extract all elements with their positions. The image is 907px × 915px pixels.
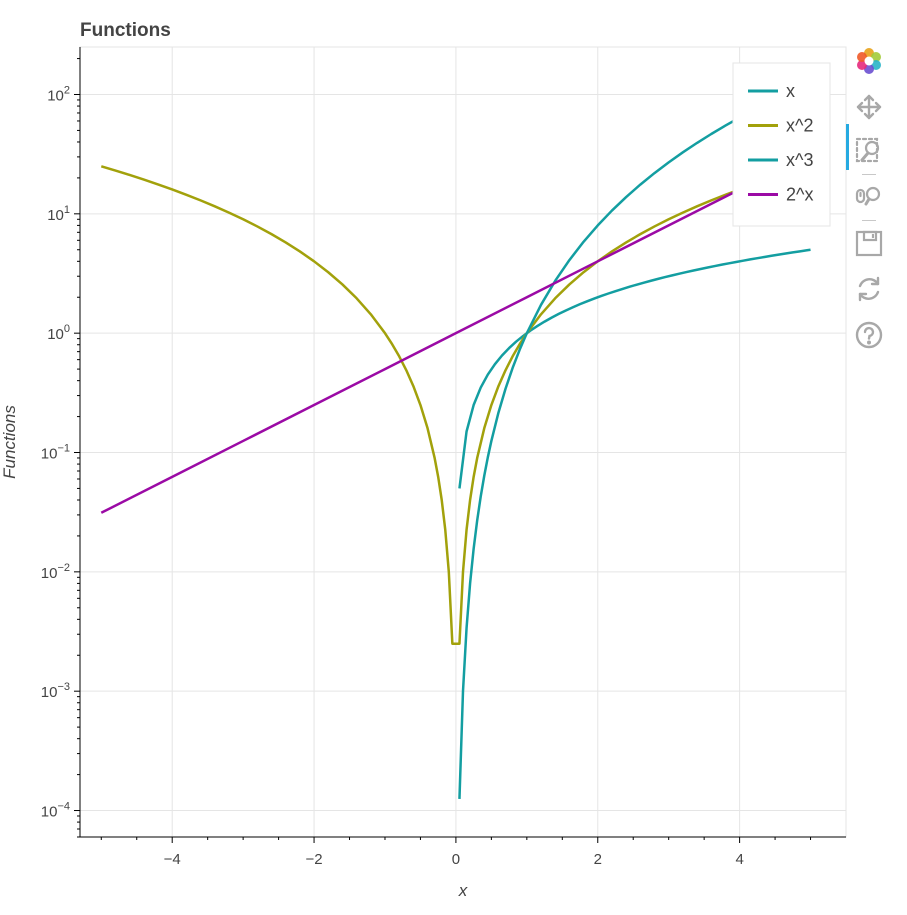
x-tick-label: −2 xyxy=(306,851,323,868)
x-tick-label: 0 xyxy=(452,851,460,868)
series-line-3 xyxy=(100,152,812,514)
chart-title: Functions xyxy=(80,20,171,41)
toolbar-separator xyxy=(862,174,876,175)
help-icon[interactable] xyxy=(854,320,884,350)
legend: x x^2 x^3 2^x xyxy=(732,62,831,227)
save-icon[interactable] xyxy=(854,228,884,258)
y-tick-label: 10−2 xyxy=(41,562,70,582)
y-tick-label: 10−4 xyxy=(41,801,70,821)
axes: −4 −2 0 2 4 10−4 10−3 10−2 10−1 100 101 102 xyxy=(41,47,846,868)
legend-label: x xyxy=(786,81,795,101)
x-tick-label: 2 xyxy=(594,851,602,868)
plot-area[interactable] xyxy=(79,46,847,838)
reset-icon[interactable] xyxy=(854,274,884,304)
pan-icon[interactable] xyxy=(854,92,884,122)
y-tick-label: 100 xyxy=(47,323,70,343)
bokeh-logo-icon[interactable] xyxy=(854,46,884,76)
wheel-zoom-icon[interactable] xyxy=(854,182,884,212)
legend-label: 2^x xyxy=(786,185,813,205)
pan-active-indicator xyxy=(846,124,849,170)
y-axis-title: Functions xyxy=(0,405,19,479)
legend-label: x^2 xyxy=(786,116,813,136)
toolbar xyxy=(846,40,896,360)
box-zoom-icon[interactable] xyxy=(854,136,884,166)
legend-box xyxy=(732,62,831,227)
y-tick-label: 102 xyxy=(47,84,70,104)
series-layer xyxy=(100,81,812,800)
y-tick-label: 10−1 xyxy=(41,443,70,463)
series-line-1 xyxy=(100,165,811,645)
x-axis-title: x xyxy=(458,881,468,900)
x-tick-label: 4 xyxy=(735,851,743,868)
y-tick-label: 101 xyxy=(47,204,70,224)
x-tick-label: −4 xyxy=(164,851,181,868)
series-line-2 xyxy=(458,81,812,800)
toolbar-separator xyxy=(862,220,876,221)
y-tick-label: 10−3 xyxy=(41,681,70,701)
legend-label: x^3 xyxy=(786,150,813,170)
series-line-0 xyxy=(458,248,811,489)
